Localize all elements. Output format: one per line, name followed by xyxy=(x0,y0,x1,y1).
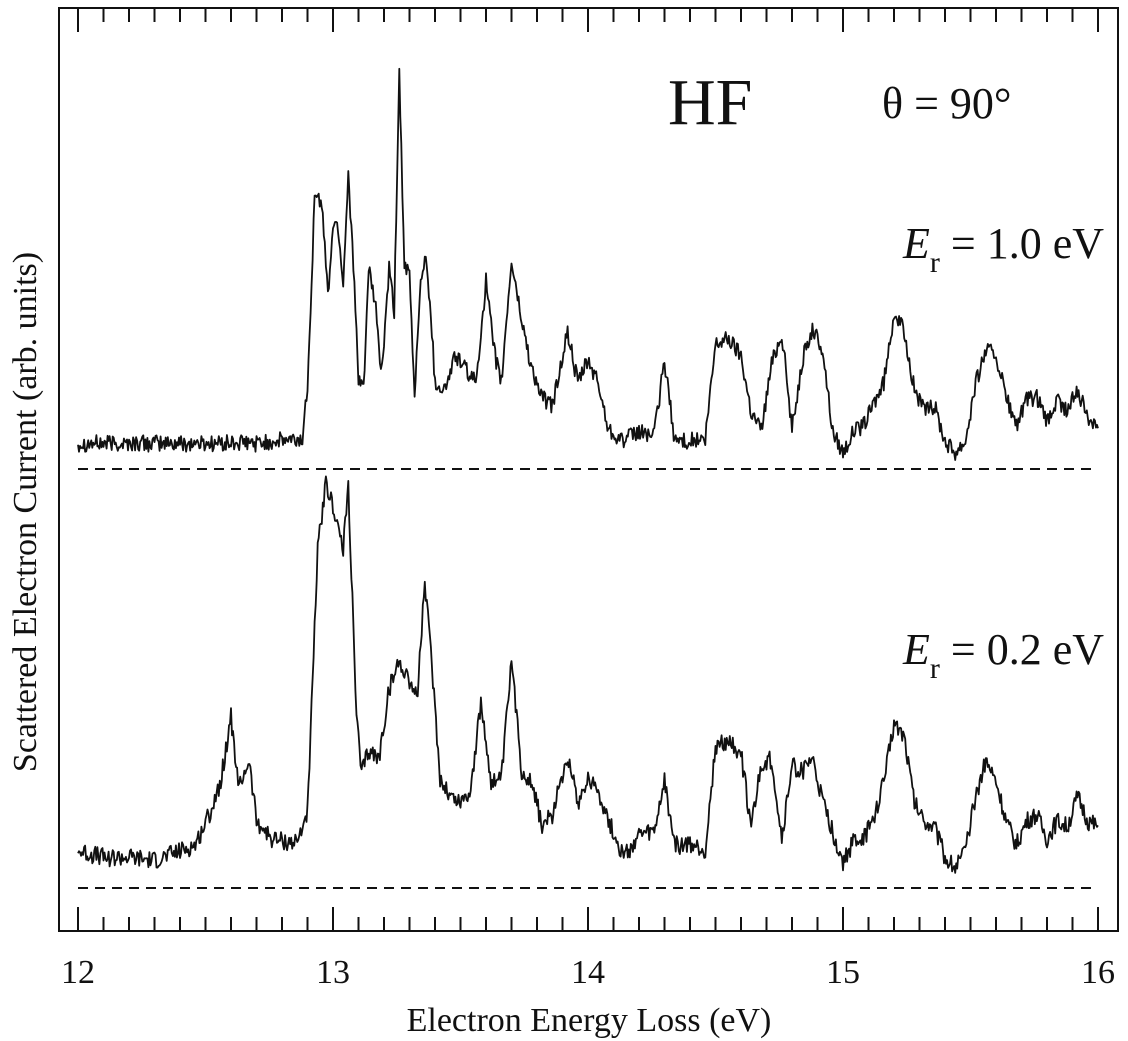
series-label-upper-text: = 1.0 eV xyxy=(940,219,1104,268)
x-axis-title: Electron Energy Loss (eV) xyxy=(407,1002,772,1039)
series-label-lower-symbol: E xyxy=(902,625,930,674)
series-label-lower-text: = 0.2 eV xyxy=(940,625,1104,674)
x-tick-labels: 12 13 14 15 16 xyxy=(61,954,1115,991)
bottom-ticks xyxy=(77,907,1099,931)
series-lines xyxy=(77,67,1099,874)
series-line-upper xyxy=(77,67,1099,461)
x-tick-label: 12 xyxy=(61,954,95,991)
series-label-lower-subscript: r xyxy=(930,652,940,685)
series-line-lower xyxy=(77,475,1099,874)
angle-label: θ = 90° xyxy=(882,79,1012,128)
x-tick-label: 14 xyxy=(571,954,605,991)
series-label-upper: Er = 1.0 eV xyxy=(902,219,1104,279)
x-tick-label: 15 xyxy=(826,954,860,991)
series-label-upper-symbol: E xyxy=(902,219,930,268)
y-axis-title: Scattered Electron Current (arb. units) xyxy=(7,252,44,772)
x-tick-label: 13 xyxy=(316,954,350,991)
x-tick-label: 16 xyxy=(1081,954,1115,991)
top-ticks xyxy=(77,8,1099,32)
molecule-label: HF xyxy=(668,66,752,139)
baselines xyxy=(78,468,1098,889)
series-label-lower: Er = 0.2 eV xyxy=(902,625,1104,685)
series-label-upper-subscript: r xyxy=(930,246,940,279)
